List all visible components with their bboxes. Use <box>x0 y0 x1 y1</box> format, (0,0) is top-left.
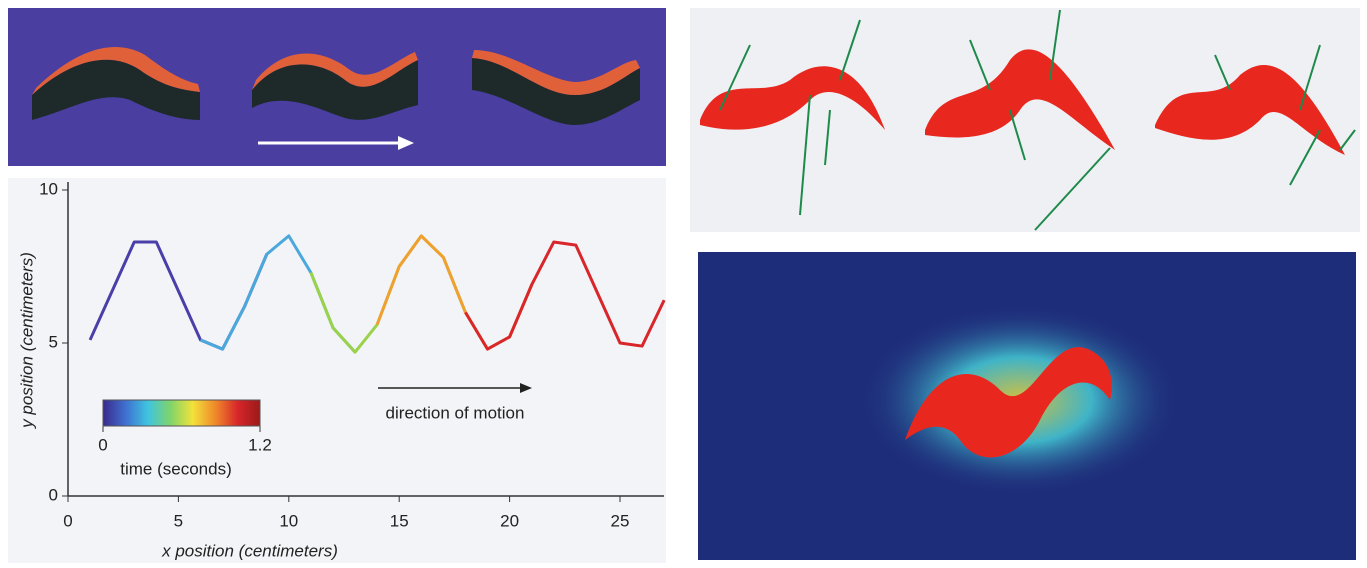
snake-models <box>32 47 640 150</box>
x-tick-label: 0 <box>63 511 72 530</box>
flow-visual <box>860 305 1180 495</box>
y-tick-label: 5 <box>49 332 58 351</box>
colorbar <box>102 399 261 427</box>
series-line <box>464 240 666 351</box>
x-tick-label: 10 <box>279 511 298 530</box>
plot: 0 1.2 0 5 10 15 20 25 0 5 10 <box>39 179 666 530</box>
y-tick-label: 0 <box>49 485 58 504</box>
annotation: direction of motion <box>386 403 525 422</box>
x-tick-label: 25 <box>611 511 630 530</box>
motion-arrowhead <box>520 383 532 393</box>
y-tick-label: 10 <box>39 179 58 198</box>
chart-panel <box>8 178 666 563</box>
colorbar-label: time (seconds) <box>120 459 231 478</box>
colorbar-tick-label: 1.2 <box>248 435 272 454</box>
force-diagrams <box>700 9 1356 231</box>
x-tick-label: 20 <box>500 511 519 530</box>
x-tick-label: 15 <box>390 511 409 530</box>
colorbar-tick-label: 0 <box>98 435 107 454</box>
y-axis-label: y position (centimeters) <box>17 252 36 429</box>
x-axis-label: x position (centimeters) <box>161 541 338 560</box>
x-tick-label: 5 <box>174 511 183 530</box>
